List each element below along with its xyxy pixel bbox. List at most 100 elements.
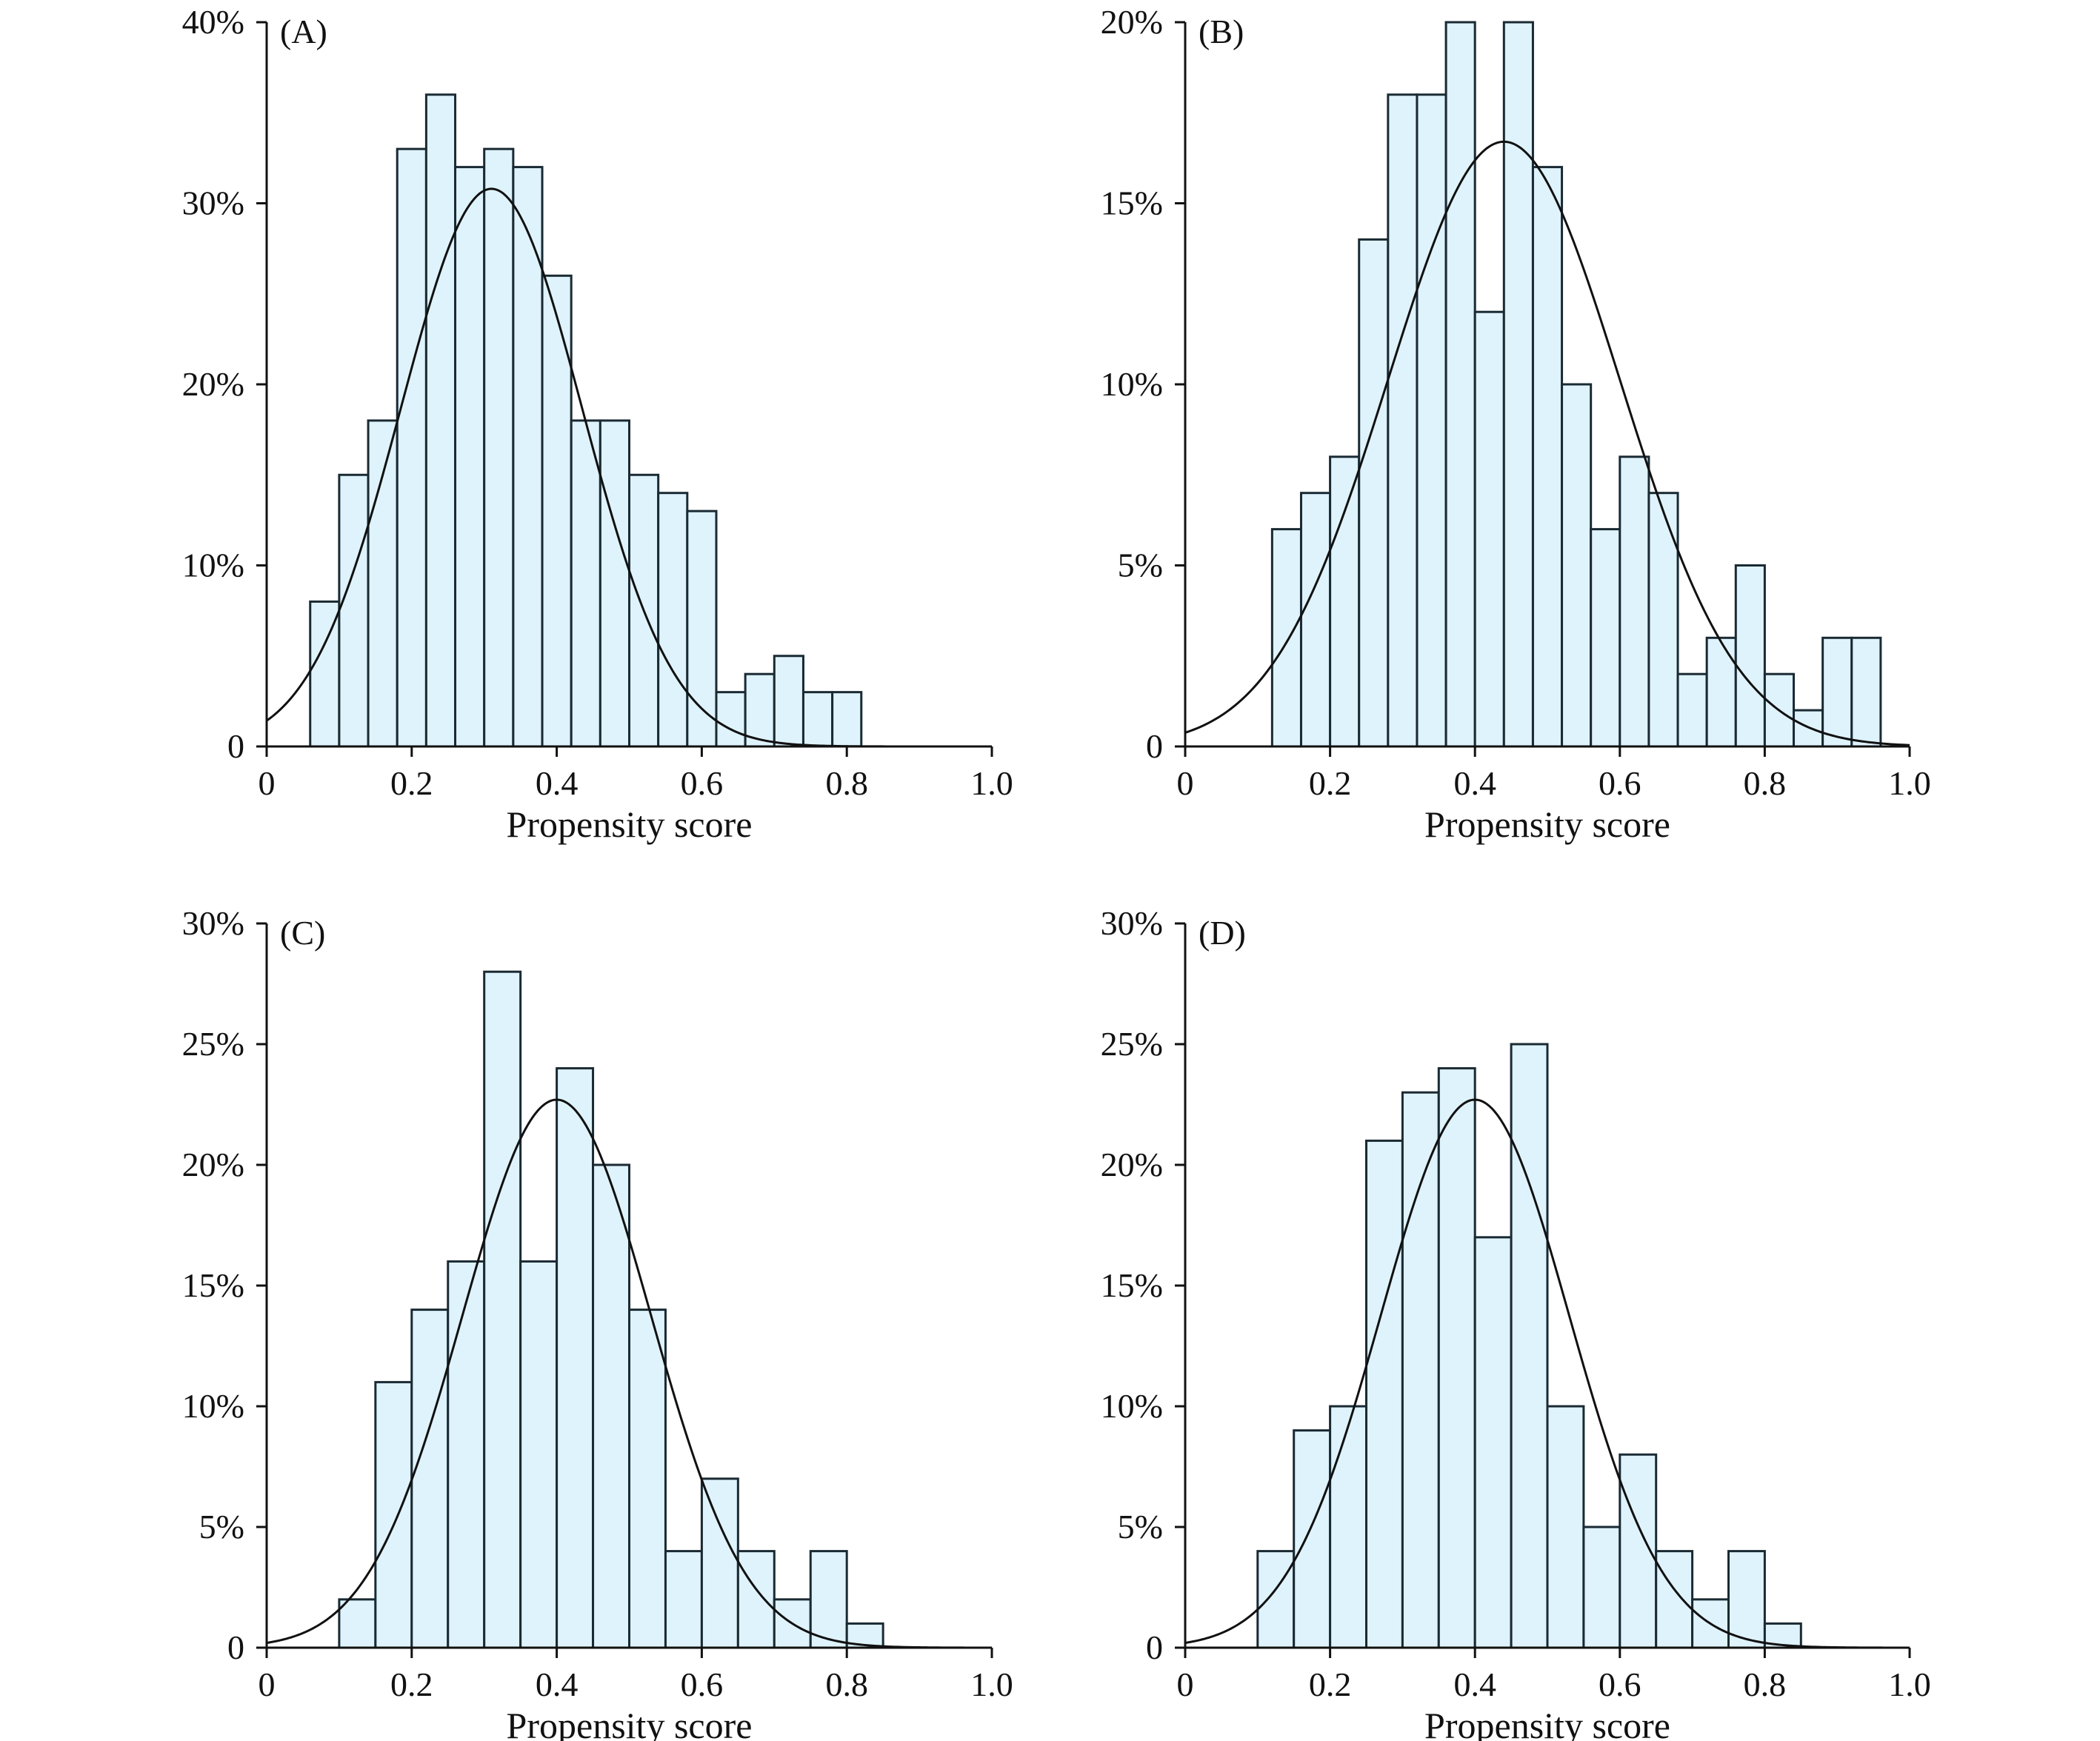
y-tick-label: 10%: [182, 547, 244, 584]
y-tick-label: 5%: [199, 1508, 244, 1545]
y-tick-label: 10%: [1101, 1387, 1163, 1425]
histogram-bar: [1256, 1550, 1296, 1649]
histogram-bar: [1850, 636, 1882, 748]
histogram-bar: [1734, 564, 1766, 748]
y-tick-label: 10%: [182, 1387, 244, 1425]
histogram-bar: [736, 1550, 776, 1649]
panel-b: 0 5% 10% 15% 20% 0 0.2 0.4 0.6 0.8 1.0 Propensity s…: [1101, 3, 1931, 845]
histogram-bar: [700, 1477, 739, 1649]
histogram-bar: [519, 1260, 559, 1649]
histogram-bar: [1270, 528, 1302, 748]
histogram-bar: [657, 492, 689, 748]
normal-curve: [1184, 1098, 1910, 1649]
panel-c: 0 5% 10% 15% 20% 25% 30% 0 0.2 0.4 0.6 0.8 1.0 Propen…: [182, 904, 1013, 1741]
histogram-bar: [512, 166, 544, 748]
y-tick-label: 25%: [182, 1025, 244, 1063]
histogram-bar: [483, 970, 522, 1649]
histogram-bar: [1473, 1236, 1513, 1649]
x-tick-label: 0.4: [1453, 1665, 1496, 1703]
histogram-bar: [410, 1309, 450, 1649]
x-tick-label: 0: [1177, 764, 1194, 802]
x-tick-label: 0: [259, 764, 276, 802]
y-tick-label: 20%: [182, 1146, 244, 1183]
x-axis-label: Propensity score: [1424, 1705, 1670, 1741]
y-tick-label: 20%: [1101, 3, 1163, 41]
x-tick-label: 0.6: [681, 764, 724, 802]
histogram-bar: [483, 147, 515, 748]
x-axis-label: Propensity score: [1424, 803, 1670, 845]
histogram-bar: [599, 419, 631, 748]
histogram-bar: [831, 691, 863, 748]
histogram-bar: [1416, 93, 1447, 748]
histogram-bar: [1437, 1067, 1476, 1649]
x-tick-label: 0: [259, 1665, 276, 1703]
x-tick-label: 0.2: [1309, 1665, 1352, 1703]
histogram-bar: [1329, 455, 1361, 748]
histogram-bar: [1510, 1043, 1549, 1649]
histogram-bar: [338, 473, 370, 748]
histogram-bar: [1293, 1429, 1332, 1649]
histogram-bar: [556, 1067, 595, 1649]
y-tick-label: 15%: [1101, 184, 1163, 222]
histogram-bar: [1821, 636, 1853, 748]
x-tick-label: 0.4: [536, 1665, 579, 1703]
y-tick-label: 30%: [1101, 904, 1163, 942]
histogram-bar: [338, 1598, 377, 1649]
y-tick-label: 0: [1146, 1628, 1163, 1666]
histogram-bar: [447, 1260, 486, 1649]
panel-label: (C): [280, 914, 325, 952]
histogram-bar: [1647, 492, 1679, 748]
y-tick-label: 5%: [1118, 547, 1163, 584]
x-tick-label: 1.0: [1888, 1665, 1931, 1703]
x-tick-label: 1.0: [970, 1665, 1013, 1703]
panel-d: 0 5% 10% 15% 20% 25% 30% 0 0.2 0.4 0.6 0.8 1.0 Propen…: [1101, 904, 1931, 1741]
panel-label: (A): [280, 13, 327, 50]
histogram-bar: [570, 419, 601, 748]
normal-curve: [266, 1098, 992, 1649]
x-tick-label: 1.0: [1888, 764, 1931, 802]
normal-curve: [1184, 140, 1910, 746]
x-tick-label: 0.2: [390, 764, 433, 802]
histogram-bar: [1676, 672, 1708, 748]
histogram-bar: [1582, 1526, 1621, 1649]
x-tick-label: 0.4: [536, 764, 579, 802]
histogram-bar: [801, 691, 834, 748]
y-tick-label: 15%: [182, 1266, 244, 1304]
histogram-bar: [628, 1309, 667, 1649]
x-axis-label: Propensity score: [507, 803, 753, 845]
x-tick-label: 0.8: [825, 1665, 868, 1703]
histogram-bar: [1401, 1091, 1440, 1649]
y-tick-label: 30%: [182, 184, 244, 222]
histogram-bar: [1561, 383, 1593, 748]
histogram-bar: [744, 672, 776, 748]
y-tick-label: 30%: [182, 904, 244, 942]
histogram-bar: [1365, 1139, 1404, 1649]
x-tick-label: 0.6: [681, 1665, 724, 1703]
x-tick-label: 0: [1177, 1665, 1194, 1703]
x-tick-label: 0.6: [1599, 1665, 1641, 1703]
histogram-bar: [1655, 1550, 1694, 1649]
histogram-bar: [1619, 455, 1650, 748]
y-tick-label: 0: [227, 1628, 244, 1666]
x-tick-label: 0.2: [1309, 764, 1352, 802]
histogram-bar: [367, 419, 399, 748]
y-tick-label: 25%: [1101, 1025, 1163, 1063]
histogram-bar: [396, 147, 427, 748]
histogram-bar: [1358, 238, 1390, 748]
y-tick-label: 5%: [1118, 1508, 1163, 1545]
x-tick-label: 1.0: [970, 764, 1013, 802]
x-tick-label: 0.2: [390, 1665, 433, 1703]
panel-label: (B): [1199, 13, 1244, 50]
panel-a: 0 10% 20% 30% 40% 0 0.2 0.4 0.6 0.8 1.0 Propensity …: [182, 3, 1013, 845]
histogram-bar: [1531, 166, 1564, 748]
histogram-bar: [1444, 21, 1476, 748]
histogram-bar: [1329, 1405, 1367, 1649]
histogram-bar: [541, 274, 573, 748]
histogram-bar: [1299, 492, 1332, 748]
y-tick-label: 10%: [1101, 365, 1163, 403]
histogram-bar: [424, 93, 457, 748]
y-tick-label: 20%: [1101, 1146, 1163, 1183]
histogram-bar: [809, 1550, 848, 1649]
histogram-bar: [1502, 21, 1534, 748]
histogram-bar: [1546, 1405, 1585, 1649]
